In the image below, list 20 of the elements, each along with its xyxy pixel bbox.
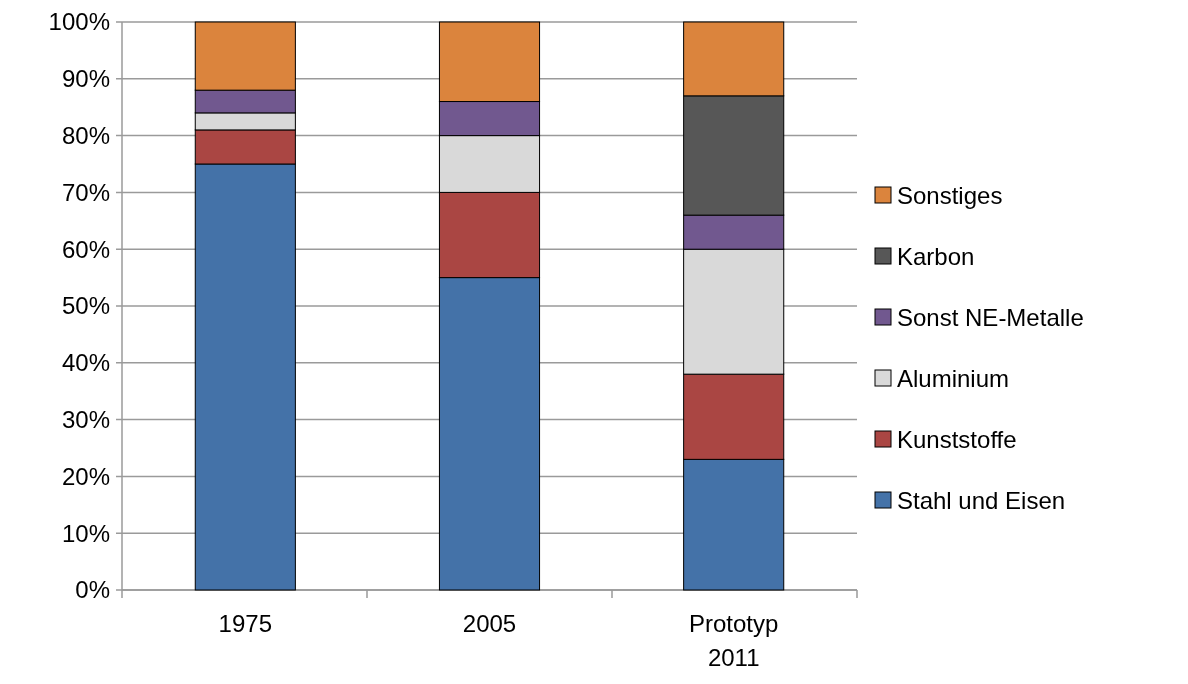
y-tick-label: 80% [61, 122, 110, 149]
y-tick-label: 50% [61, 292, 110, 320]
x-tick-label: 1975 [218, 610, 273, 637]
y-tick-label: 20% [61, 462, 110, 490]
legend-label: Karbon [897, 243, 975, 271]
legend-label: Sonstiges [897, 182, 1003, 210]
y-tick-label: 60% [61, 235, 110, 263]
y-tick-label: 90% [61, 65, 110, 93]
y-tick-label: 30% [61, 406, 110, 433]
y-tick-label: 40% [61, 349, 110, 377]
legend-label: Stahl und Eisen [897, 487, 1066, 515]
y-tick-label: 70% [61, 178, 110, 206]
y-tick-label: 10% [61, 519, 110, 547]
y-tick-label: 100% [48, 8, 110, 36]
legend-label: Kunststoffe [897, 426, 1017, 454]
x-tick-label: Prototyp 2011 [688, 610, 779, 671]
legend-label: Sonst NE-Metalle [897, 304, 1084, 332]
y-tick-label: 0% [75, 576, 110, 604]
x-tick-label: 2005 [462, 610, 517, 637]
legend-label: Aluminium [897, 365, 1010, 393]
